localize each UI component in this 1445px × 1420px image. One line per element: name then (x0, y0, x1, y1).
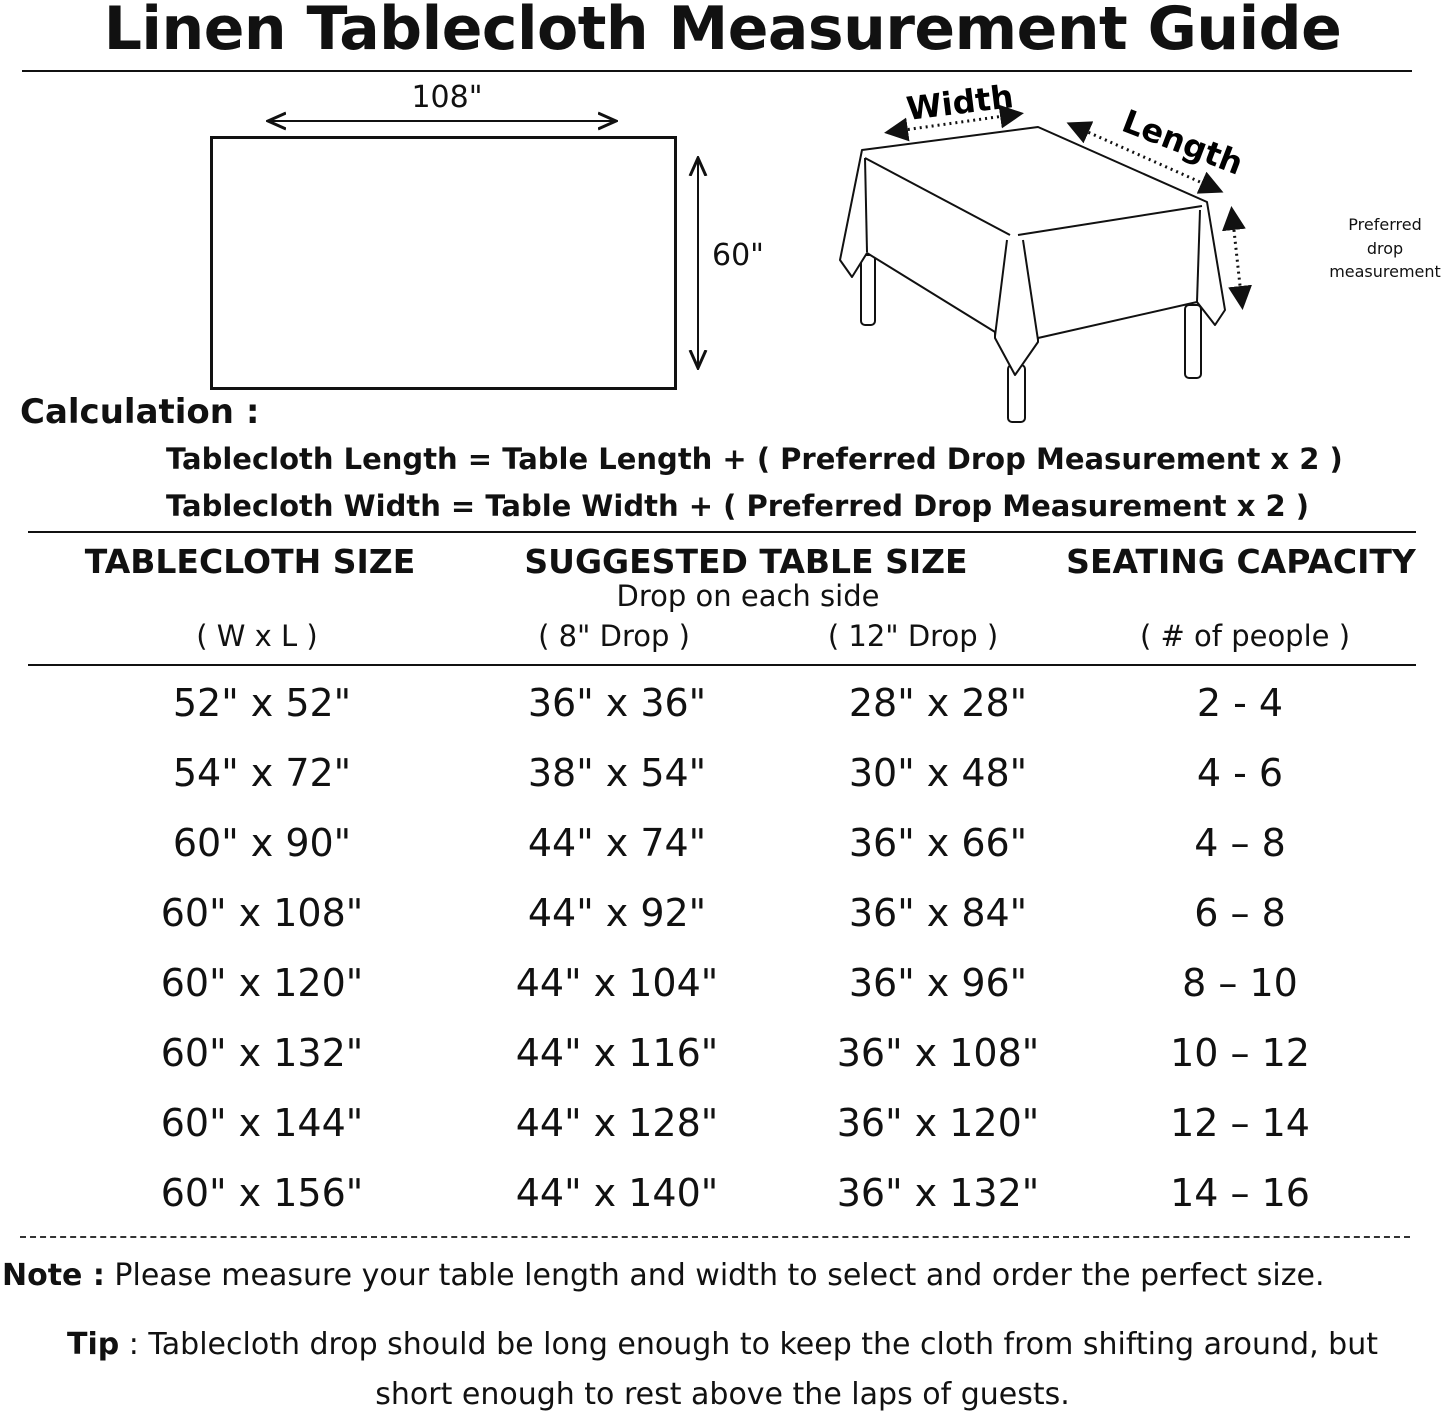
note: Note : Please measure your table length … (2, 1258, 1325, 1293)
tablecloth-size-cell: 60" x 108" (160, 891, 364, 935)
table-size-8in-cell: 44" x 128" (515, 1101, 719, 1145)
table-size-12in-cell: 36" x 132" (836, 1171, 1040, 1215)
table-size-12in-cell: 36" x 120" (836, 1101, 1040, 1145)
drop-label-line: Preferred (1348, 215, 1421, 234)
tablecloth-size-cell: 60" x 156" (160, 1171, 364, 1215)
table-size-12in-cell: 36" x 108" (836, 1031, 1040, 1075)
rect-height-label: 60" (712, 238, 764, 273)
table-leg (1184, 304, 1202, 379)
title-divider (22, 70, 1412, 72)
tablecloth-size-cell: 60" x 144" (160, 1101, 364, 1145)
seating-capacity-cell: 10 – 12 (1170, 1031, 1310, 1075)
table-size-12in-cell: 28" x 28" (848, 681, 1028, 725)
tablecloth-size-cell: 52" x 52" (172, 681, 352, 725)
drop12-subheader: ( 12" Drop ) (827, 619, 999, 653)
calculation-heading: Calculation : (20, 392, 260, 432)
table-size-8in-cell: 44" x 140" (515, 1171, 719, 1215)
header-tablecloth-size: TABLECLOTH SIZE (84, 542, 416, 581)
note-text: Please measure your table length and wid… (104, 1258, 1325, 1293)
seating-capacity-cell: 8 – 10 (1182, 961, 1298, 1005)
drop-dotted-arrow (1222, 206, 1252, 310)
table-size-8in-cell: 44" x 104" (515, 961, 719, 1005)
width-formula: Tablecloth Width = Table Width + ( Prefe… (166, 489, 1310, 523)
tablecloth-size-cell: 60" x 90" (172, 821, 352, 865)
table-size-12in-cell: 30" x 48" (848, 751, 1028, 795)
seating-subheader: ( # of people ) (1139, 619, 1351, 653)
tablecloth-size-cell: 60" x 120" (160, 961, 364, 1005)
table-illustration: Width Length Preferred drop measurement (839, 80, 1441, 423)
tip: Tip : Tablecloth drop should be long eno… (0, 1320, 1445, 1420)
header-bottom-rule (28, 664, 1416, 666)
tablecloth-rectangle (210, 136, 677, 390)
tablecloth-size-cell: 54" x 72" (172, 751, 352, 795)
page-title: Linen Tablecloth Measurement Guide (103, 0, 1342, 64)
header-suggested-size: SUGGESTED TABLE SIZE (524, 542, 968, 581)
drop8-subheader: ( 8" Drop ) (538, 619, 690, 653)
table-leg (860, 254, 876, 326)
table-size-8in-cell: 38" x 54" (527, 751, 707, 795)
rectangle-dimension-arrows (0, 0, 830, 400)
seating-capacity-cell: 6 – 8 (1194, 891, 1286, 935)
tablecloth-size-cell: 60" x 132" (160, 1031, 364, 1075)
table-size-8in-cell: 44" x 92" (527, 891, 707, 935)
header-seating: SEATING CAPACITY (1066, 542, 1416, 581)
seating-capacity-cell: 4 - 6 (1196, 751, 1284, 795)
table-width-label: Width (904, 80, 1015, 128)
drop-note: Drop on each side (616, 579, 880, 613)
dashed-divider (20, 1236, 1410, 1238)
drop-label-line: drop (1367, 239, 1403, 258)
tablecloth (839, 126, 1226, 376)
table-top-rule (28, 531, 1416, 533)
seating-capacity-cell: 12 – 14 (1170, 1101, 1310, 1145)
table-size-12in-cell: 36" x 84" (848, 891, 1028, 935)
tip-label: Tip (67, 1327, 120, 1362)
length-dotted-arrow (1066, 121, 1224, 194)
rect-width-label: 108" (411, 80, 483, 115)
seating-capacity-cell: 14 – 16 (1170, 1171, 1310, 1215)
drop-label-line: measurement (1329, 262, 1441, 281)
seating-capacity-cell: 2 - 4 (1196, 681, 1284, 725)
table-size-8in-cell: 44" x 74" (527, 821, 707, 865)
length-formula: Tablecloth Length = Table Length + ( Pre… (166, 442, 1343, 476)
tip-text: : Tablecloth drop should be long enough … (119, 1327, 1378, 1362)
note-label: Note : (2, 1258, 105, 1293)
table-size-12in-cell: 36" x 96" (848, 961, 1028, 1005)
tip-text-2: short enough to rest above the laps of g… (375, 1377, 1070, 1412)
seating-capacity-cell: 4 – 8 (1194, 821, 1286, 865)
table-size-8in-cell: 44" x 116" (515, 1031, 719, 1075)
size-subheader: ( W x L ) (196, 619, 318, 653)
table-size-8in-cell: 36" x 36" (527, 681, 707, 725)
table-size-12in-cell: 36" x 66" (848, 821, 1028, 865)
